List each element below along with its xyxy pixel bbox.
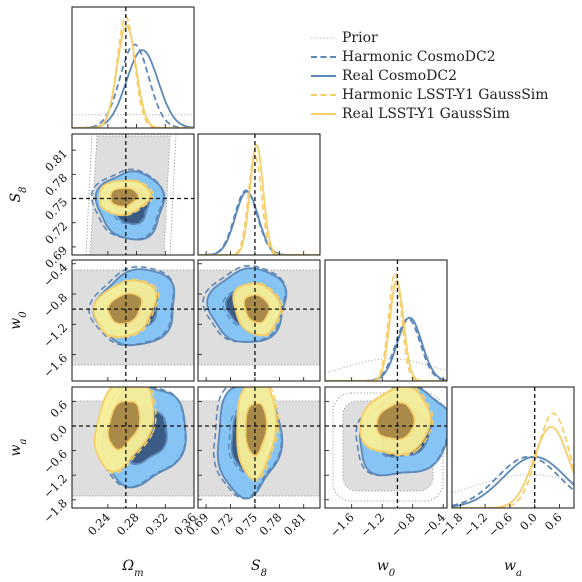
tick-label: −1.6 — [327, 510, 357, 540]
tick-label: −1.2 — [358, 510, 388, 540]
tick-label: 0.28 — [114, 510, 142, 538]
harmonic-cosmodc2-contour-outer — [96, 387, 187, 489]
x-axis-label-w0: w0 — [377, 558, 396, 579]
x-axis-label-omega_m: Ωm — [121, 558, 143, 579]
tick-label: −1.8 — [40, 496, 70, 526]
marginal-omega_m — [72, 7, 194, 128]
marginal-curve-harmonic-lsst-y1-gausssim — [72, 15, 194, 128]
harmonic-lsst-contour-outer — [99, 179, 154, 217]
prior-outer-contour — [85, 134, 177, 255]
panel-omega_m-wa — [72, 387, 194, 508]
panel-frame — [71, 259, 195, 382]
harmonic-lsst-contour-outer — [92, 278, 160, 339]
marginal-curve-harmonic-lsst-y1-gausssim — [198, 153, 320, 255]
panel-omega_m-w0 — [72, 260, 194, 381]
harmonic-cosmodc2-contour-outer — [212, 387, 283, 500]
tick-label: 0.78 — [42, 171, 70, 199]
tick-label: 0.72 — [42, 219, 70, 247]
panel-frame — [71, 6, 195, 129]
legend-label: Real LSST-Y1 GaussSim — [342, 106, 510, 122]
tick-label: −1.2 — [461, 510, 491, 540]
marginal-wa — [452, 387, 574, 508]
panel-w0-wa — [325, 387, 447, 508]
tick-label: 0.75 — [232, 510, 260, 538]
legend-label: Prior — [342, 30, 378, 46]
marginal-curve-harmonic-cosmodc2 — [452, 455, 574, 507]
harmonic-lsst-contour-outer — [232, 281, 284, 337]
panel-frame — [71, 133, 195, 256]
x-axis-label-s8: S8 — [251, 558, 267, 579]
panel-omega_m-s8 — [72, 134, 194, 255]
panels — [71, 6, 575, 509]
tick-label: 0.78 — [256, 510, 284, 538]
marginal-curve-real-lsst-y1-gausssim — [325, 280, 447, 381]
tick-label: 0.75 — [42, 195, 70, 223]
panel-frame — [197, 386, 321, 509]
tick-label: −0.8 — [388, 510, 418, 540]
real-lsst-contour-inner — [244, 402, 268, 457]
harmonic-lsst-contour-outer — [94, 387, 157, 474]
harmonic-lsst-contour-outer — [359, 387, 434, 457]
tick-label: 0.81 — [42, 146, 70, 174]
panel-frame — [324, 259, 448, 382]
marginal-curve-harmonic-cosmodc2 — [72, 43, 194, 128]
marginal-curve-prior — [452, 474, 574, 494]
panel-frame — [197, 133, 321, 256]
legend: Prior Harmonic CosmoDC2 Real CosmoDC2 Harmo… — [311, 30, 549, 122]
harmonic-cosmodc2-contour-outer — [88, 266, 175, 347]
panel-frame — [451, 386, 575, 509]
harmonic-lsst-contour-outer — [236, 387, 280, 482]
tick-label: −1.2 — [40, 321, 70, 351]
tick-label: −0.6 — [485, 510, 515, 540]
tick-label: 0.0 — [47, 422, 70, 445]
panel-s8-wa — [198, 387, 320, 508]
legend-label: Harmonic LSST-Y1 GaussSim — [342, 87, 549, 103]
real-lsst-contour-inner — [375, 401, 416, 441]
harmonic-cosmodc2-contour-outer — [202, 264, 287, 343]
panel-frame — [197, 259, 321, 382]
marginal-curve-real-cosmodc2 — [72, 49, 194, 128]
tick-label: −1.6 — [40, 351, 70, 381]
panel-frame — [324, 386, 448, 509]
marginal-curve-real-cosmodc2 — [198, 190, 320, 255]
marginal-curve-harmonic-cosmodc2 — [198, 189, 320, 255]
tick-label: 0.6 — [542, 510, 565, 533]
marginal-curve-real-cosmodc2 — [452, 455, 574, 508]
tick-label: 0.81 — [281, 510, 309, 538]
marginal-curve-real-lsst-y1-gausssim — [72, 24, 194, 128]
x-axis-label-wa: wa — [504, 558, 522, 579]
marginal-curve-real-lsst-y1-gausssim — [198, 143, 320, 255]
tick-label: −0.8 — [40, 290, 70, 320]
harmonic-cosmodc2-contour-outer — [90, 168, 165, 241]
marginal-curve-harmonic-lsst-y1-gausssim — [452, 412, 574, 508]
marginal-s8 — [198, 134, 320, 255]
tick-label: −1.2 — [40, 471, 70, 501]
tick-label: 0.24 — [85, 510, 113, 538]
marginal-w0 — [325, 260, 447, 381]
marginal-curve-real-cosmodc2 — [325, 316, 447, 381]
legend-label: Harmonic CosmoDC2 — [342, 49, 496, 65]
y-axis-label-wa: wa — [8, 438, 29, 456]
marginal-curve-real-lsst-y1-gausssim — [452, 425, 574, 508]
y-axis-label-s8: S8 — [8, 187, 29, 203]
tick-label: 0.72 — [208, 510, 236, 538]
tick-label: 0.6 — [47, 398, 70, 421]
tick-label: −0.6 — [40, 447, 70, 477]
panel-frame — [71, 386, 195, 509]
panel-s8-w0 — [198, 260, 320, 381]
y-axis-label-w0: w0 — [8, 311, 29, 330]
tick-label: 0.0 — [517, 510, 540, 533]
harmonic-cosmodc2-contour-inner — [116, 405, 168, 466]
legend-label: Real CosmoDC2 — [342, 68, 457, 84]
tick-label: 0.32 — [142, 510, 170, 538]
